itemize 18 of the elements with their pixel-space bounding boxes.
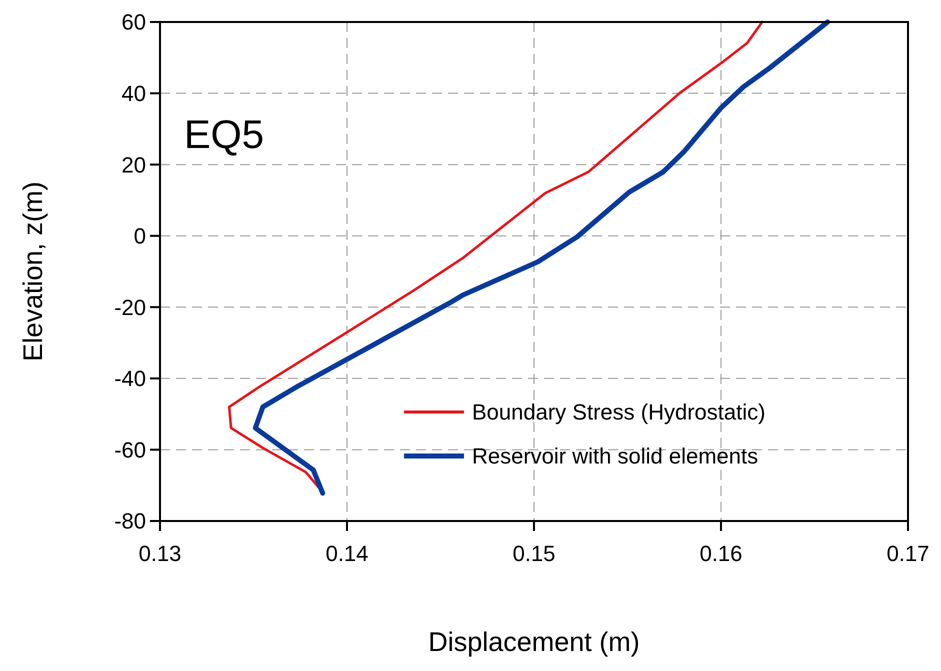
y-tick-label: -80	[114, 508, 146, 534]
x-tick-label: 0.14	[326, 541, 368, 566]
x-axis-title: Displacement (m)	[428, 627, 640, 657]
y-tick-label: 40	[122, 80, 146, 106]
legend-label: Boundary Stress (Hydrostatic)	[472, 400, 766, 425]
annotation: EQ5	[184, 113, 264, 157]
y-tick-label: 20	[122, 152, 146, 178]
legend-label: Reservoir with solid elements	[472, 444, 758, 469]
y-axis-title: Elevation, z(m)	[18, 181, 48, 362]
y-tick-label: -20	[114, 294, 146, 320]
x-tick-label: 0.13	[138, 541, 182, 566]
x-tick-label: 0.17	[886, 541, 930, 566]
y-tick-label: 0	[134, 224, 146, 249]
y-tick-label: 60	[122, 10, 146, 35]
y-tick-label: -60	[114, 437, 146, 462]
y-tick-label: -40	[114, 366, 146, 392]
x-tick-label: 0.16	[700, 541, 742, 566]
x-tick-label: 0.15	[512, 541, 556, 566]
